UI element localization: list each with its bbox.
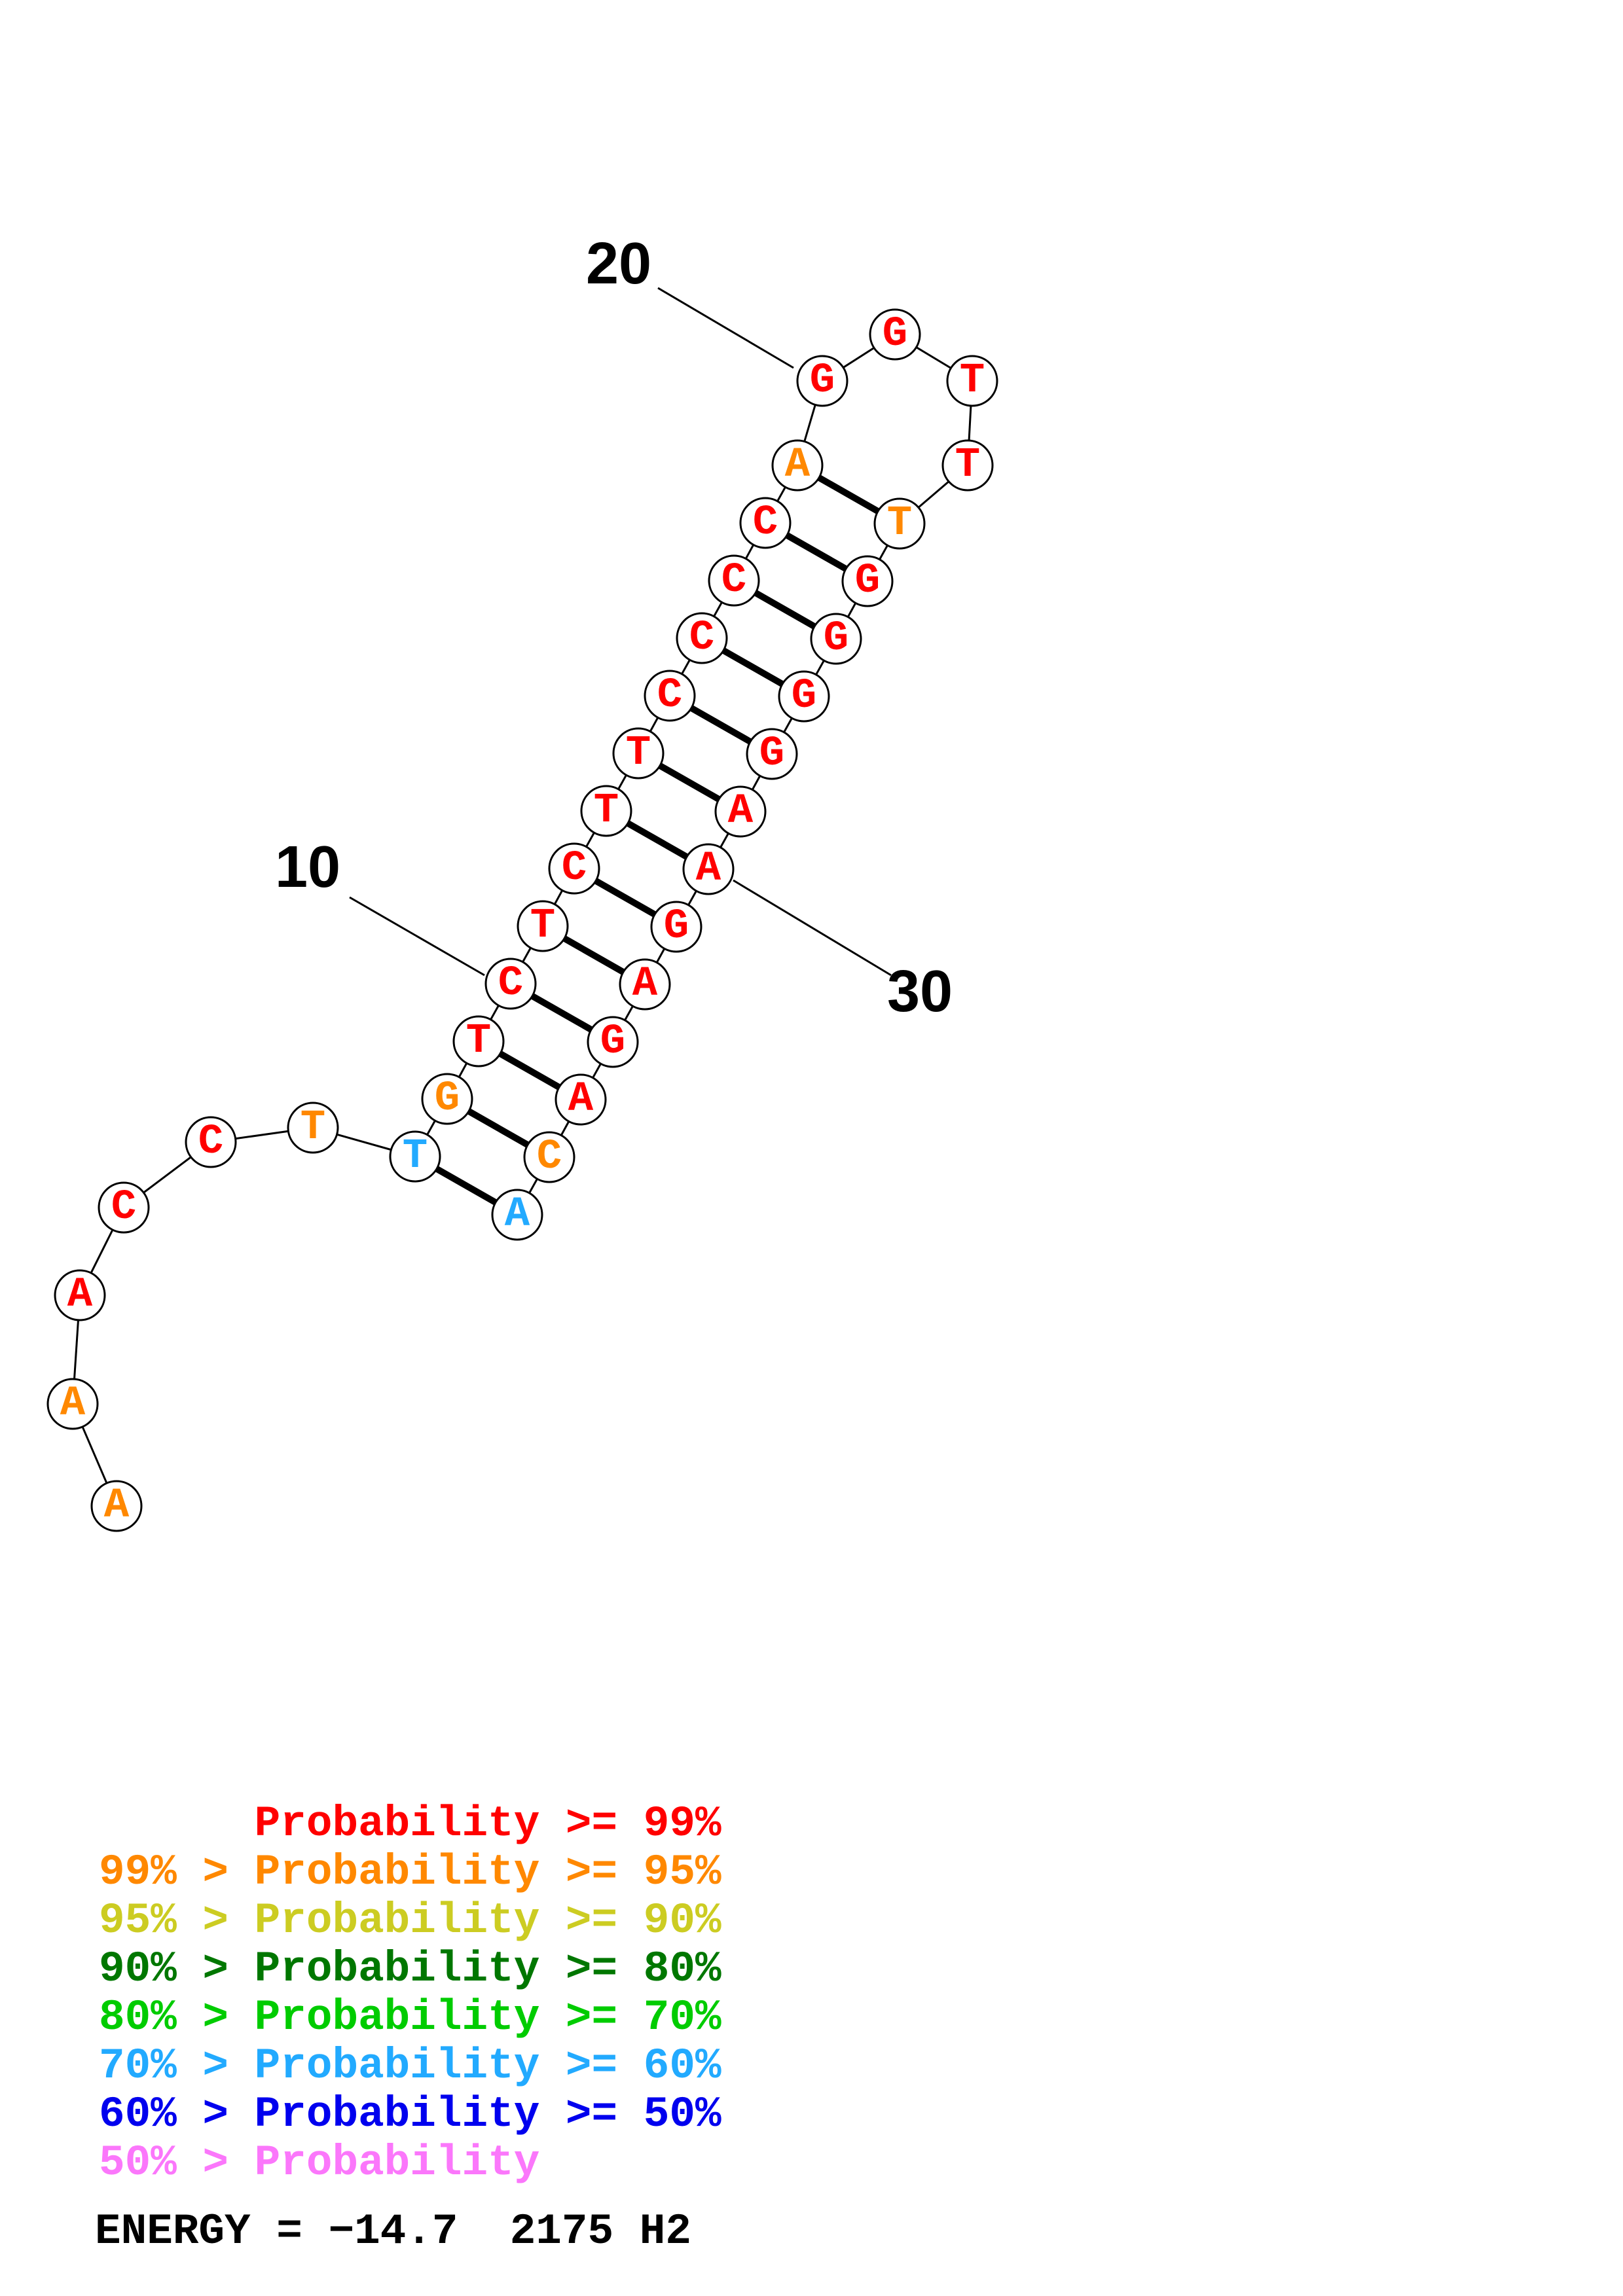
nucleotide-base: C bbox=[537, 1134, 562, 1181]
nucleotide-circle bbox=[946, 355, 998, 407]
nucleotide-circle bbox=[841, 555, 894, 607]
nucleotide-base: A bbox=[728, 788, 754, 835]
nucleotide-base: A bbox=[632, 961, 658, 1008]
nucleotide-base: A bbox=[67, 1272, 93, 1319]
nucleotide-base: A bbox=[568, 1076, 594, 1123]
probability-legend: Probability >= 99% 99% > Probability >= 9… bbox=[99, 1800, 721, 2187]
nucleotide-base: A bbox=[696, 846, 721, 893]
nucleotide-circle bbox=[644, 670, 696, 722]
nucleotide-base: G bbox=[600, 1018, 625, 1066]
nucleotide-circle bbox=[517, 900, 569, 952]
nucleotide-circle bbox=[778, 670, 830, 723]
nucleotide-circle bbox=[484, 958, 537, 1010]
nucleotide-base: G bbox=[824, 615, 848, 662]
nucleotide-circle bbox=[287, 1102, 339, 1154]
position-label: 20 bbox=[586, 231, 651, 296]
legend-line: 60% > Probability >= 50% bbox=[99, 2090, 721, 2139]
nucleotide-base: G bbox=[435, 1075, 460, 1122]
legend-line: 95% > Probability >= 90% bbox=[99, 1896, 721, 1945]
nucleotide-base: C bbox=[111, 1184, 136, 1231]
nucleotide-circle bbox=[523, 1131, 575, 1183]
nucleotide-base: T bbox=[960, 357, 985, 404]
nucleotide-circle bbox=[650, 901, 702, 953]
nucleotide-circle bbox=[676, 612, 728, 664]
nucleotide-base: G bbox=[883, 311, 907, 358]
legend-line: 70% > Probability >= 60% bbox=[99, 2041, 721, 2090]
nucleotide-circle bbox=[771, 439, 824, 492]
nucleotide-circle bbox=[869, 308, 921, 361]
nucleotide-circle bbox=[54, 1269, 106, 1321]
nucleotide-base: A bbox=[785, 442, 811, 489]
nucleotide-circle bbox=[682, 843, 735, 895]
nucleotide-base: G bbox=[810, 357, 835, 404]
nucleotide-circle bbox=[452, 1015, 505, 1067]
nucleotide-circle bbox=[548, 842, 600, 895]
nucleotide-circle bbox=[98, 1181, 150, 1234]
nucleotide-circle bbox=[587, 1016, 639, 1068]
nucleotide-circle bbox=[941, 439, 994, 492]
legend-line: 99% > Probability >= 95% bbox=[99, 1848, 721, 1897]
nucleotide-base: G bbox=[855, 558, 880, 605]
legend-line: 90% > Probability >= 80% bbox=[99, 1945, 721, 1994]
legend-line: Probability >= 99% bbox=[99, 1799, 721, 1848]
legend-line: 80% > Probability >= 70% bbox=[99, 1993, 721, 2042]
position-label: 30 bbox=[887, 959, 953, 1024]
nucleotide-base: T bbox=[530, 903, 555, 950]
nucleotide-circle bbox=[555, 1073, 607, 1126]
nucleotide-base: G bbox=[759, 730, 784, 778]
nucleotide-circle bbox=[746, 728, 798, 780]
nucleotide-base: C bbox=[562, 845, 587, 892]
nucleotide-base: T bbox=[301, 1104, 325, 1151]
nucleotide-base: T bbox=[594, 787, 619, 834]
nucleotide-base: T bbox=[887, 500, 912, 547]
nucleotide-circle bbox=[612, 727, 665, 780]
nucleotide-circle bbox=[46, 1378, 99, 1430]
nucleotide-circle bbox=[421, 1073, 473, 1125]
nucleotide-base: A bbox=[505, 1191, 530, 1238]
label-pointer-line bbox=[733, 879, 892, 977]
energy-text: ENERGY = −14.7 2175 H2 bbox=[95, 2207, 691, 2256]
nucleotide-base: G bbox=[792, 673, 816, 720]
nucleotide-circle bbox=[90, 1480, 143, 1532]
nucleotide-base: C bbox=[657, 672, 682, 719]
nucleotide-circle bbox=[185, 1116, 237, 1168]
nucleotide-circle bbox=[389, 1130, 441, 1183]
legend-line: 50% > Probability bbox=[99, 2138, 540, 2187]
nucleotide-circle bbox=[580, 785, 632, 837]
nucleotide-base: A bbox=[60, 1380, 86, 1427]
nucleotide-circle bbox=[796, 355, 848, 407]
nucleotide-circle bbox=[708, 554, 760, 607]
nucleotide-base: G bbox=[664, 903, 689, 950]
nucleotide-circle bbox=[810, 613, 862, 665]
nucleotide-base: C bbox=[753, 499, 778, 547]
nucleotide-circle bbox=[873, 497, 926, 550]
position-label: 10 bbox=[275, 834, 340, 900]
label-pointer-line bbox=[657, 287, 794, 369]
nucleotide-base: T bbox=[955, 442, 980, 489]
nucleotide-circle bbox=[714, 785, 767, 838]
nucleotide-base: C bbox=[689, 615, 714, 662]
nucleotide-base: T bbox=[466, 1018, 491, 1065]
nucleotide-base: C bbox=[498, 960, 523, 1007]
nucleotide-circle bbox=[491, 1189, 543, 1241]
nucleotide-base: C bbox=[721, 557, 746, 604]
nucleotide-base: T bbox=[626, 730, 651, 777]
nucleotide-circle bbox=[739, 497, 792, 549]
nucleotide-base: A bbox=[104, 1482, 130, 1530]
nucleotide-base: T bbox=[403, 1133, 428, 1180]
label-pointer-line bbox=[349, 896, 485, 977]
nucleotide-circle bbox=[619, 958, 671, 1011]
nucleotide-base: C bbox=[198, 1119, 223, 1166]
